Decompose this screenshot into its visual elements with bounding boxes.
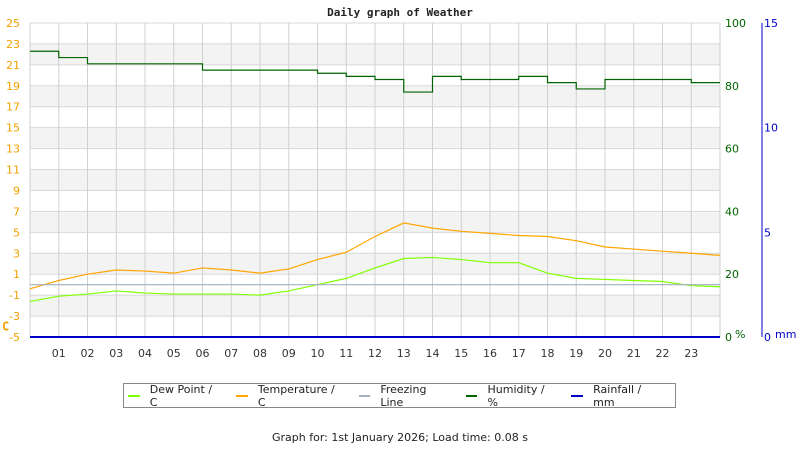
rainfall-axis-tick: 0 — [764, 331, 771, 344]
rainfall-axis-tick: 15 — [764, 17, 778, 30]
x-axis-tick: 03 — [109, 347, 123, 360]
legend-item-dew-point: Dew Point / C — [128, 383, 222, 409]
left-axis-tick: -1 — [9, 289, 20, 302]
legend-item-freezing: Freezing Line — [358, 382, 452, 409]
x-axis-tick: 13 — [397, 347, 411, 360]
left-axis-tick: 11 — [6, 164, 20, 177]
rainfall-swatch — [571, 394, 584, 397]
humidity-axis-unit: % — [735, 328, 745, 341]
x-axis-tick: 02 — [81, 347, 95, 360]
x-axis-tick: 11 — [339, 347, 353, 360]
left-axis-unit: C — [2, 320, 9, 334]
x-axis-tick: 15 — [454, 347, 468, 360]
left-axis-tick: -3 — [9, 310, 20, 323]
x-axis-tick: 09 — [282, 347, 296, 360]
left-axis-tick: 1 — [13, 268, 20, 281]
freezing-swatch — [358, 394, 371, 397]
left-axis-tick: 21 — [6, 59, 20, 72]
dew-point-c-line — [29, 256, 721, 303]
legend-label: Rainfall / mm — [593, 382, 642, 409]
legend-label: Humidity / % — [487, 382, 545, 409]
humidity-axis-tick: 20 — [725, 268, 739, 281]
x-axis-tick: 18 — [541, 347, 555, 360]
x-axis-tick: 08 — [253, 347, 267, 360]
humidity-axis-tick: 80 — [725, 80, 739, 93]
x-axis-tick: 05 — [167, 347, 181, 360]
left-axis-tick: 3 — [13, 247, 20, 260]
x-axis-tick: 06 — [196, 347, 210, 360]
humidity-swatch — [465, 394, 478, 397]
legend-label: Freezing Line — [380, 382, 427, 409]
x-axis-tick: 14 — [426, 347, 440, 360]
rainfall-axis-tick: 10 — [764, 122, 778, 135]
x-axis-tick: 21 — [627, 347, 641, 360]
x-axis-tick: 17 — [512, 347, 526, 360]
x-axis-tick: 19 — [569, 347, 583, 360]
left-axis-tick: 15 — [6, 122, 20, 135]
left-axis-tick: 19 — [6, 80, 20, 93]
legend-item-temperature: Temperature / C — [236, 383, 344, 409]
x-axis-tick: 20 — [598, 347, 612, 360]
left-axis-tick: 5 — [13, 226, 20, 239]
left-axis-tick: -5 — [9, 331, 20, 344]
temperature-swatch — [236, 394, 248, 397]
chart-title: Daily graph of Weather — [327, 6, 473, 19]
legend-item-rainfall: Rainfall / mm — [571, 383, 665, 409]
humidity-axis-tick: 60 — [725, 143, 739, 156]
left-axis-tick: 17 — [6, 101, 20, 114]
x-axis-tick: 10 — [311, 347, 325, 360]
humidity-axis-tick: 0 — [725, 331, 732, 344]
legend-label: Temperature / C — [257, 382, 335, 409]
x-axis-tick: 16 — [483, 347, 497, 360]
legend-item-humidity: Humidity / % — [465, 382, 558, 409]
left-axis-tick: 13 — [6, 143, 20, 156]
x-axis-tick: 23 — [684, 347, 698, 360]
x-axis-tick: 07 — [224, 347, 238, 360]
x-axis-tick: 12 — [368, 347, 382, 360]
chart-area: 252321191715131197531-1-3-5C100806040200… — [2, 17, 796, 360]
x-axis-tick: 22 — [656, 347, 670, 360]
humidity-axis-tick: 100 — [725, 17, 746, 30]
humidity-line — [30, 50, 720, 93]
left-axis-tick: 9 — [13, 184, 20, 197]
x-axis-tick: 04 — [138, 347, 152, 360]
rainfall-axis-tick: 5 — [764, 226, 771, 239]
left-axis-tick: 25 — [6, 17, 20, 30]
left-axis-tick: 23 — [6, 38, 20, 51]
legend-label: Dew Point / C — [149, 382, 213, 409]
legend: Dew Point / C Temperature / C Freezing L… — [123, 382, 676, 409]
temperature-c-line — [29, 222, 721, 290]
x-axis-tick: 01 — [52, 347, 66, 360]
humidity-axis-tick: 40 — [725, 205, 739, 218]
footer-status: Graph for: 1st January 2026; Load time: … — [272, 431, 528, 444]
dew-point-swatch — [128, 394, 140, 397]
left-axis-tick: 7 — [13, 205, 20, 218]
rainfall-axis-unit: mm — [775, 328, 796, 341]
